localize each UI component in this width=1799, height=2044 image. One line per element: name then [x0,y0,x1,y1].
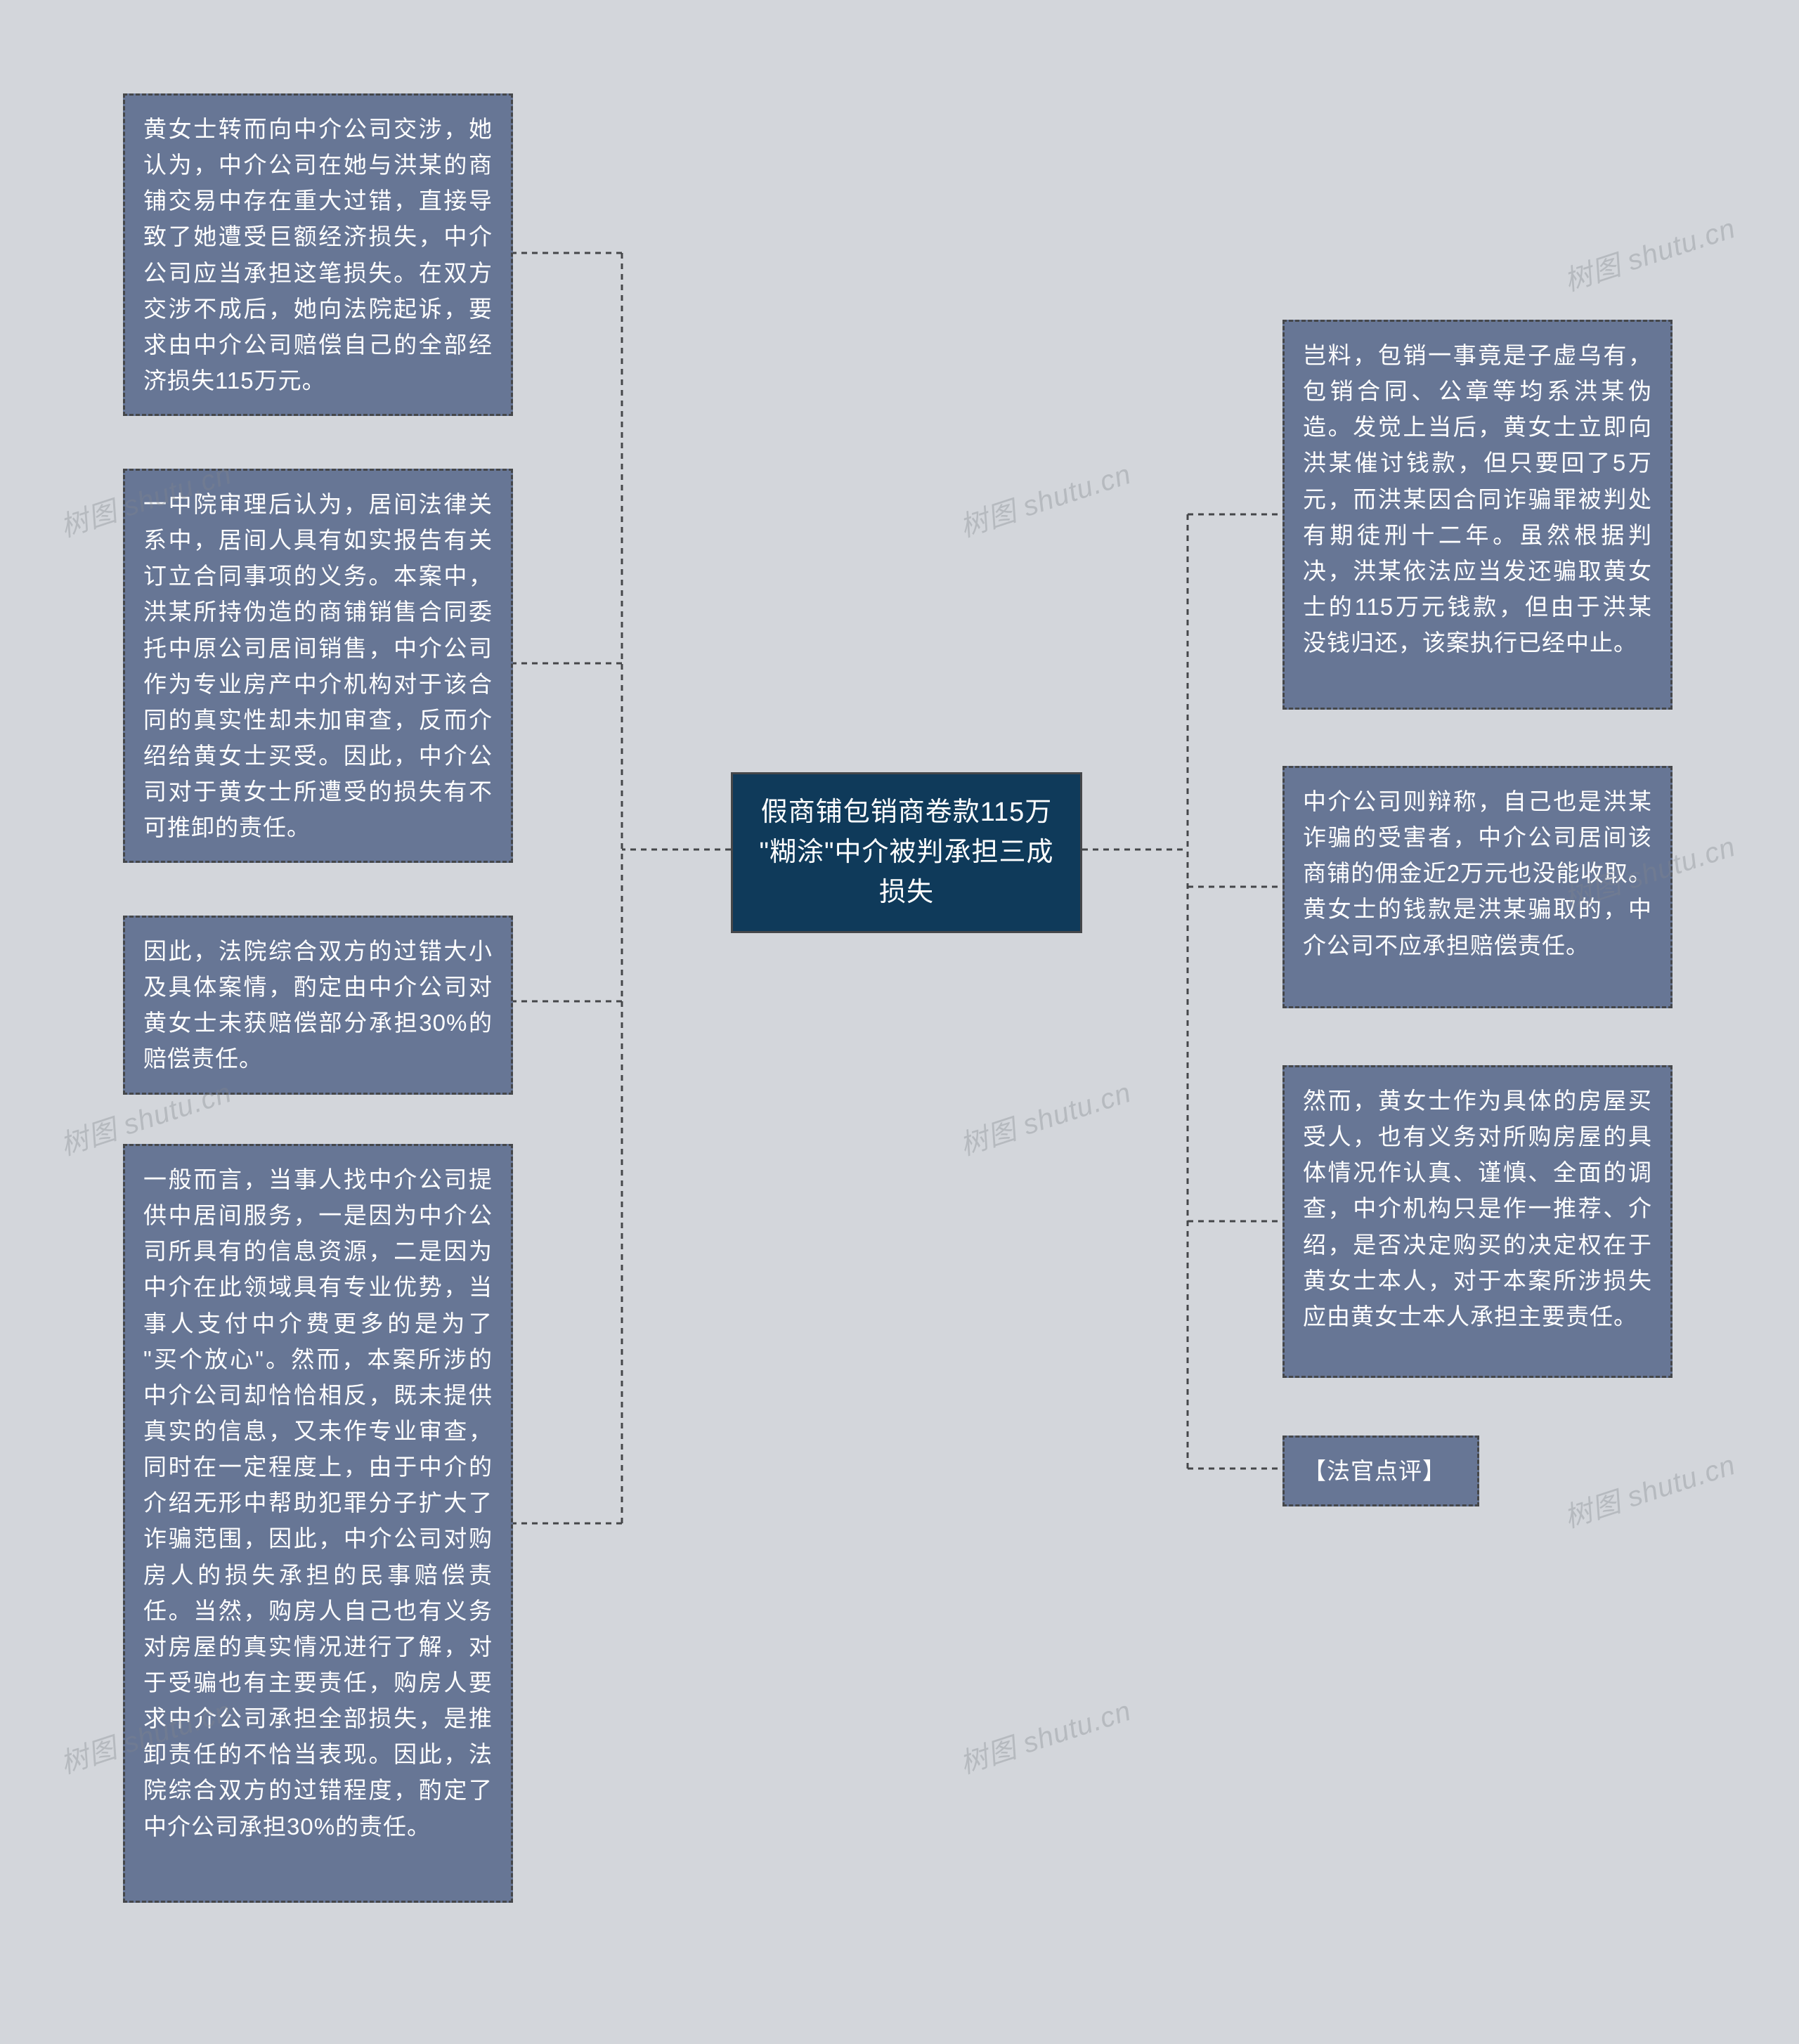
watermark-5: 树图 shutu.cn [954,1688,1136,1781]
left-node-1-text: 一中院审理后认为，居间法律关系中，居间人具有如实报告有关订立合同事项的义务。本案… [143,491,493,840]
right-node-1: 中介公司则辩称，自己也是洪某诈骗的受害者，中介公司居间该商铺的佣金近2万元也没能… [1282,766,1673,1008]
right-node-1-text: 中介公司则辩称，自己也是洪某诈骗的受害者，中介公司居间该商铺的佣金近2万元也没能… [1303,788,1652,958]
center-node: 假商铺包销商卷款115万 "糊涂"中介被判承担三成损失 [731,772,1082,933]
watermark-8: 树图 shutu.cn [1558,1442,1740,1535]
right-node-3-text: 【法官点评】 [1303,1458,1446,1484]
left-node-1: 一中院审理后认为，居间法律关系中，居间人具有如实报告有关订立合同事项的义务。本案… [123,469,513,863]
left-node-3: 一般而言，当事人找中介公司提供中居间服务，一是因为中介公司所具有的信息资源，二是… [123,1144,513,1903]
left-node-2: 因此，法院综合双方的过错大小及具体案情，酌定由中介公司对黄女士未获赔偿部分承担3… [123,916,513,1095]
left-node-3-text: 一般而言，当事人找中介公司提供中居间服务，一是因为中介公司所具有的信息资源，二是… [143,1166,493,1840]
left-node-2-text: 因此，法院综合双方的过错大小及具体案情，酌定由中介公司对黄女士未获赔偿部分承担3… [143,938,493,1072]
right-node-3: 【法官点评】 [1282,1436,1479,1506]
right-node-0: 岂料，包销一事竟是子虚乌有，包销合同、公章等均系洪某伪造。发觉上当后，黄女士立即… [1282,320,1673,710]
left-node-0-text: 黄女士转而向中介公司交涉，她认为，中介公司在她与洪某的商铺交易中存在重大过错，直… [143,116,493,393]
watermark-6: 树图 shutu.cn [1558,205,1740,299]
right-node-0-text: 岂料，包销一事竟是子虚乌有，包销合同、公章等均系洪某伪造。发觉上当后，黄女士立即… [1303,342,1652,656]
right-node-2-text: 然而，黄女士作为具体的房屋买受人，也有义务对所购房屋的具体情况作认真、谨慎、全面… [1303,1088,1652,1329]
left-node-0: 黄女士转而向中介公司交涉，她认为，中介公司在她与洪某的商铺交易中存在重大过错，直… [123,93,513,416]
watermark-3: 树图 shutu.cn [954,1069,1136,1163]
watermark-1: 树图 shutu.cn [954,451,1136,545]
center-text: 假商铺包销商卷款115万 "糊涂"中介被判承担三成损失 [760,798,1054,907]
right-node-2: 然而，黄女士作为具体的房屋买受人，也有义务对所购房屋的具体情况作认真、谨慎、全面… [1282,1065,1673,1378]
